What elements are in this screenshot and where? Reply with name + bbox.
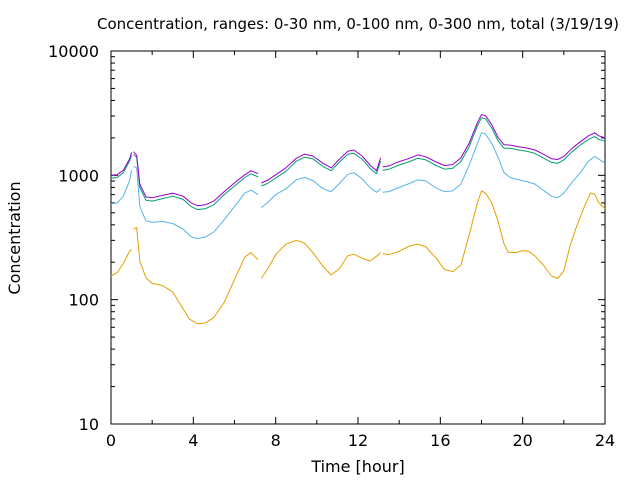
series-line-2 — [260, 172, 381, 208]
y-axis-title: Concentration — [5, 181, 24, 294]
y-tick-label: 100 — [68, 291, 99, 310]
series-line-4 — [133, 151, 259, 207]
series-line-3 — [261, 152, 382, 187]
series-line-4 — [110, 152, 133, 176]
series-line-1 — [110, 248, 132, 277]
series-line-2 — [110, 170, 133, 205]
x-tick-label: 12 — [348, 431, 368, 450]
series-line-1 — [260, 239, 381, 279]
y-tick-label: 10000 — [48, 42, 99, 61]
series-line-2 — [382, 132, 606, 199]
y-tick-label: 1000 — [58, 166, 99, 185]
series-line-2 — [133, 165, 259, 240]
x-tick-label: 24 — [595, 431, 615, 450]
axis-ticks — [110, 50, 606, 425]
series-line-1 — [382, 190, 606, 279]
axis-tick-labels: 0 4 8 12 16 20 24 10 100 1000 10000 — [48, 42, 615, 450]
chart-title: Concentration, ranges: 0-30 nm, 0-100 nm… — [97, 15, 619, 33]
x-tick-label: 16 — [430, 431, 450, 450]
x-axis-title: Time [hour] — [310, 457, 404, 476]
y-tick-label: 10 — [79, 415, 99, 434]
series-line-1 — [133, 227, 259, 325]
series-line-4 — [261, 149, 382, 184]
x-tick-label: 8 — [271, 431, 281, 450]
series-line-3 — [110, 155, 133, 179]
series-group — [110, 114, 606, 325]
series-line-3 — [382, 117, 606, 171]
x-tick-label: 20 — [512, 431, 532, 450]
x-tick-label: 4 — [188, 431, 198, 450]
series-line-3 — [133, 154, 259, 211]
plot-frame — [110, 50, 606, 425]
series-line-4 — [382, 114, 606, 168]
x-tick-label: 0 — [106, 431, 116, 450]
